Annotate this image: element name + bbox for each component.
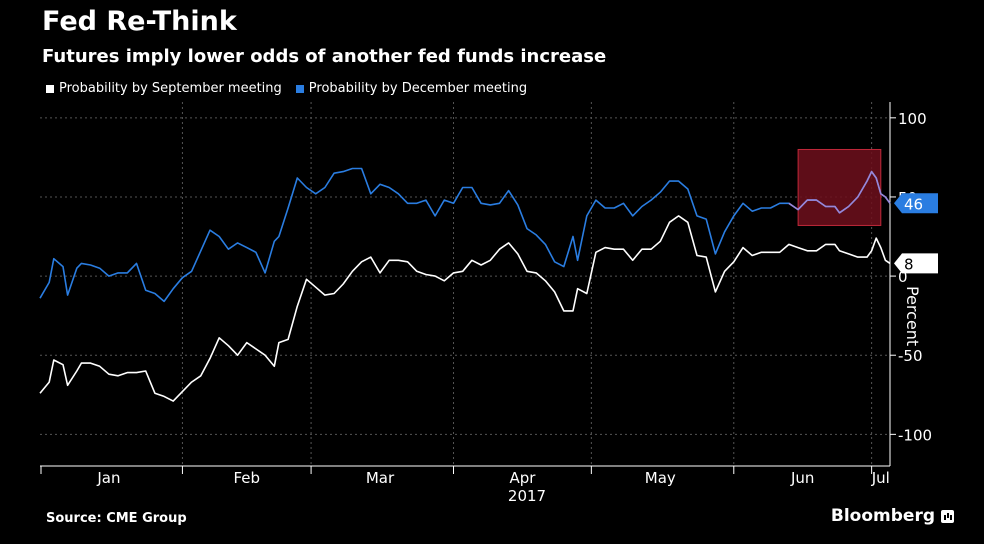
last-value-tag-september-shape bbox=[894, 253, 938, 274]
source-note: Source: CME Group bbox=[46, 511, 187, 526]
y-tick-label: -50 bbox=[898, 347, 923, 365]
x-year-label: 2017 bbox=[508, 487, 546, 505]
legend-label-september: Probability by September meeting bbox=[59, 81, 282, 96]
x-tick-label: Jun bbox=[790, 469, 814, 487]
x-tick-label: Apr bbox=[509, 469, 536, 487]
page-title: Fed Re-Think bbox=[42, 6, 237, 37]
legend-swatch-december bbox=[295, 84, 304, 93]
last-value-tag-december-shape bbox=[894, 193, 938, 214]
series-line-september bbox=[39, 215, 891, 402]
last-value-tag-december: 46 bbox=[894, 193, 938, 214]
legend-item-september[interactable]: Probability by September meeting bbox=[46, 81, 282, 96]
page-subtitle: Futures imply lower odds of another fed … bbox=[42, 46, 607, 67]
y-axis-label: Percent bbox=[903, 286, 922, 347]
x-tick-label: May bbox=[645, 469, 676, 487]
legend-swatch-september bbox=[46, 84, 54, 93]
x-tick-label: Feb bbox=[233, 469, 260, 487]
last-value-tag-september-label: 8 bbox=[904, 255, 914, 273]
last-value-tag-september: 8 bbox=[894, 253, 938, 274]
x-tick-label: Jan bbox=[96, 469, 120, 487]
y-tick-label: 100 bbox=[898, 110, 927, 128]
series-line-december bbox=[39, 167, 891, 303]
series-line-december-highlighted bbox=[788, 170, 891, 214]
y-tick-label: 0 bbox=[898, 268, 908, 286]
highlight-box bbox=[797, 148, 882, 226]
legend-label-december: Probability by December meeting bbox=[308, 81, 528, 96]
brand-logo: Bloomberg bbox=[831, 506, 954, 526]
brand-name: Bloomberg bbox=[830, 506, 935, 526]
last-value-tag-december-label: 46 bbox=[904, 195, 923, 213]
legend-item-december[interactable]: Probability by December meeting bbox=[295, 81, 528, 96]
y-tick-label: -100 bbox=[898, 426, 932, 444]
x-tick-label: Mar bbox=[366, 469, 395, 487]
x-tick-label: Jul bbox=[871, 469, 890, 487]
legend: Probability by September meeting Probabi… bbox=[46, 81, 541, 96]
bloomberg-icon bbox=[941, 509, 954, 523]
